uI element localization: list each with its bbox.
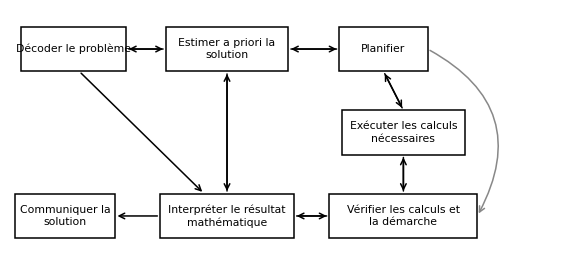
Text: Planifier: Planifier — [361, 44, 406, 54]
Text: Estimer a priori la
solution: Estimer a priori la solution — [178, 38, 276, 60]
Bar — [160, 194, 294, 238]
Bar — [15, 194, 115, 238]
Bar — [329, 194, 477, 238]
Text: Exécuter les calculs
nécessaires: Exécuter les calculs nécessaires — [350, 121, 457, 144]
Bar — [21, 27, 126, 71]
Text: Interpréter le résultat
mathématique: Interpréter le résultat mathématique — [168, 204, 286, 228]
Bar — [339, 27, 427, 71]
Bar — [342, 110, 464, 155]
Text: Communiquer la
solution: Communiquer la solution — [20, 205, 110, 227]
Text: Décoder le problème: Décoder le problème — [16, 44, 131, 54]
Text: Vérifier les calculs et
la démarche: Vérifier les calculs et la démarche — [347, 205, 460, 227]
Bar — [166, 27, 288, 71]
